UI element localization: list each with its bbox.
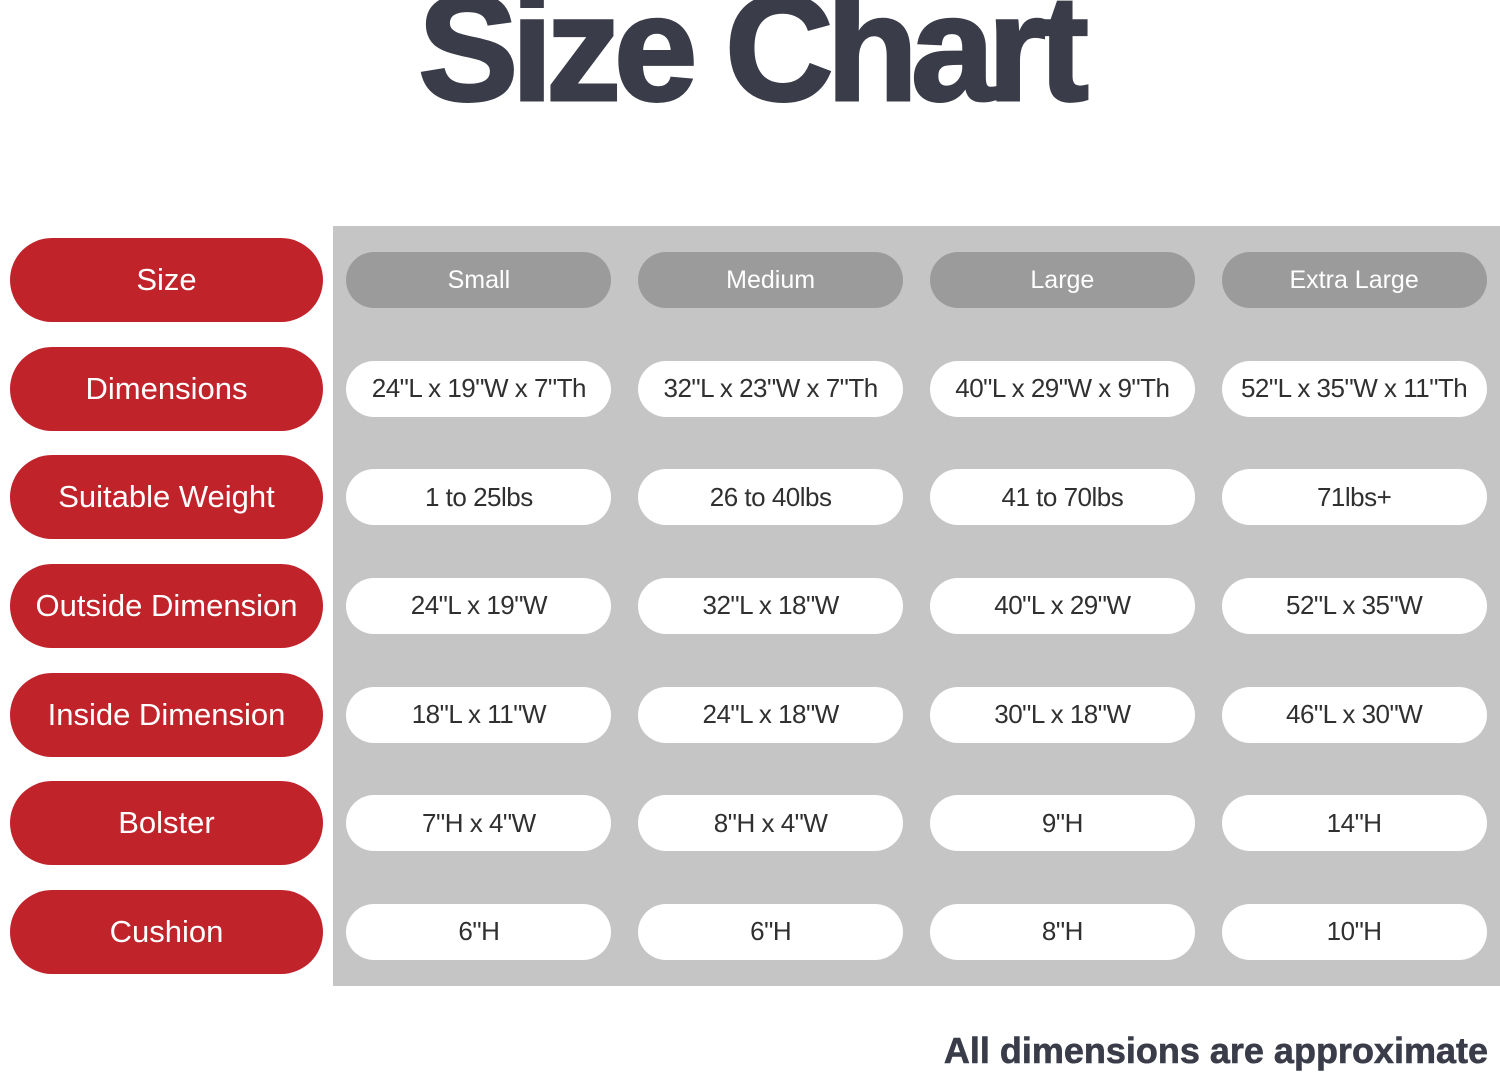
page-title: Size Chart — [417, 0, 1091, 134]
cell-cushion-medium: 6"H — [638, 903, 904, 960]
cell-bolster-medium: 8"H x 4"W — [638, 795, 904, 852]
table-row-bolster: Bolster — [0, 769, 333, 878]
column-header-large: Large — [929, 252, 1195, 309]
cell-bolster-extra-large: 14"H — [1221, 795, 1487, 852]
footnote: All dimensions are approximate — [943, 1030, 1489, 1072]
table-row-cushion: Cushion — [0, 877, 333, 986]
cell-weight-small: 1 to 25lbs — [346, 469, 612, 526]
row-label-outside-dimension: Outside Dimension — [10, 563, 323, 648]
cell-bolster-large: 9"H — [929, 795, 1195, 852]
cell-inside-medium: 24"L x 18"W — [638, 686, 904, 743]
cell-dimensions-large: 40"L x 29"W x 9"Th — [929, 360, 1195, 417]
row-label-inside-dimension: Inside Dimension — [10, 672, 323, 757]
cell-weight-extra-large: 71lbs+ — [1221, 469, 1487, 526]
table-row-suitable-weight: Suitable Weight — [0, 443, 333, 552]
cell-cushion-large: 8"H — [929, 903, 1195, 960]
row-label-dimensions: Dimensions — [10, 346, 323, 431]
cell-inside-extra-large: 46"L x 30"W — [1221, 686, 1487, 743]
cell-dimensions-extra-large: 52"L x 35"W x 11"Th — [1221, 360, 1487, 417]
cell-weight-large: 41 to 70lbs — [929, 469, 1195, 526]
cell-dimensions-medium: 32"L x 23"W x 7"Th — [638, 360, 904, 417]
cell-inside-large: 30"L x 18"W — [929, 686, 1195, 743]
table-row-dimensions: Dimensions — [0, 335, 333, 444]
cell-outside-medium: 32"L x 18"W — [638, 577, 904, 634]
row-label-cushion: Cushion — [10, 889, 323, 974]
cell-outside-large: 40"L x 29"W — [929, 577, 1195, 634]
table-row-outside-dimension: Outside Dimension — [0, 552, 333, 661]
cell-outside-extra-large: 52"L x 35"W — [1221, 577, 1487, 634]
column-header-small: Small — [346, 252, 612, 309]
cell-weight-medium: 26 to 40lbs — [638, 469, 904, 526]
column-header-medium: Medium — [638, 252, 904, 309]
column-header-extra-large: Extra Large — [1221, 252, 1487, 309]
cell-dimensions-small: 24"L x 19"W x 7"Th — [346, 360, 612, 417]
row-label-bolster: Bolster — [10, 781, 323, 866]
cell-cushion-small: 6"H — [346, 903, 612, 960]
table-row-inside-dimension: Inside Dimension — [0, 660, 333, 769]
cell-outside-small: 24"L x 19"W — [346, 577, 612, 634]
row-label-suitable-weight: Suitable Weight — [10, 455, 323, 540]
row-label-size: Size — [10, 238, 323, 323]
size-chart-table: Size Small Medium Large Extra Large Dime… — [0, 226, 1500, 986]
cell-inside-small: 18"L x 11"W — [346, 686, 612, 743]
cell-bolster-small: 7"H x 4"W — [346, 795, 612, 852]
table-row-header: Size — [0, 226, 333, 335]
cell-cushion-extra-large: 10"H — [1221, 903, 1487, 960]
